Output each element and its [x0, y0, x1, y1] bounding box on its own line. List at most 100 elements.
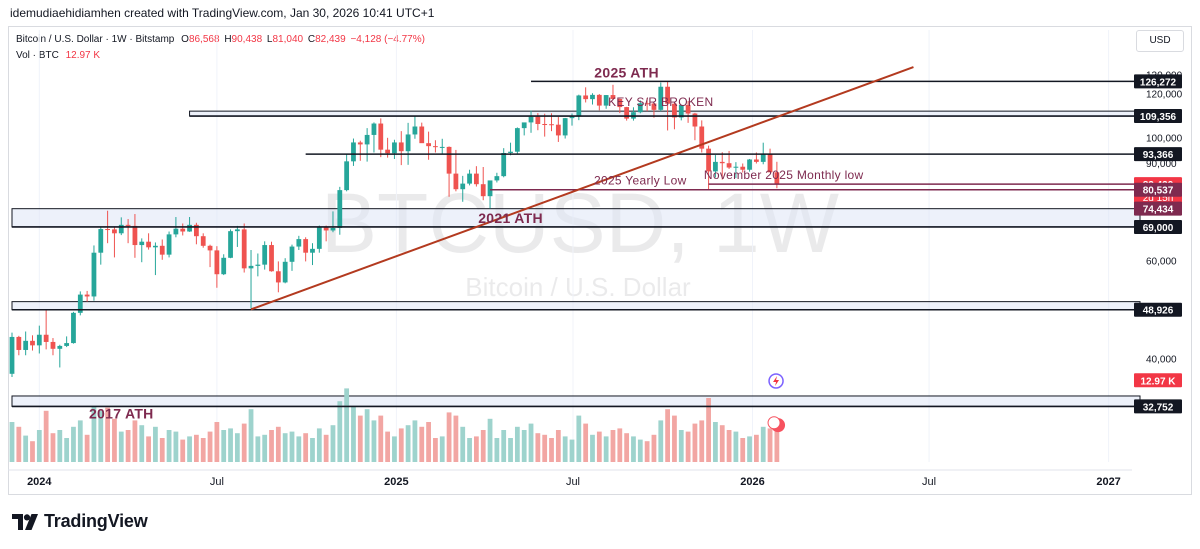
candle-body: [658, 86, 664, 110]
candle-body: [487, 180, 493, 197]
candle-body: [412, 126, 418, 135]
volume-bar: [439, 436, 445, 462]
volume-bar: [555, 430, 561, 462]
candle-body: [64, 343, 70, 346]
time-tick-label: Jul: [210, 476, 224, 488]
candle-body: [91, 252, 97, 297]
price-badge: [1134, 109, 1182, 124]
candle-body: [50, 341, 56, 349]
volume-bar: [535, 433, 541, 462]
annotations: 2025 ATH KEY S/R BROKEN November 2025 Mont…: [89, 64, 864, 421]
candle-body: [706, 148, 711, 172]
volume-bar: [200, 438, 206, 462]
candle-body: [132, 225, 138, 246]
candle-body: [194, 224, 199, 237]
candle-body: [542, 123, 548, 125]
volume-bar: [460, 426, 466, 462]
volume-legend[interactable]: Vol · BTC 12.97 K: [16, 50, 100, 61]
candle-body: [357, 142, 363, 145]
price-badge: [1134, 201, 1182, 216]
symbol-name[interactable]: Bitcoin / U.S. Dollar · 1W · Bitstamp: [16, 34, 175, 45]
candle-body: [685, 104, 691, 114]
level-annotation: 2025 Yearly Low: [594, 174, 687, 188]
volume-bar: [453, 415, 459, 462]
candle-body: [23, 340, 29, 350]
volume-bar: [398, 428, 404, 462]
candle-body: [105, 229, 110, 231]
price-tick-label: 90,000: [1146, 159, 1177, 170]
time-tick-label: Jul: [566, 476, 580, 488]
volume-bar: [562, 436, 568, 462]
price-tick-label: 120,000: [1146, 90, 1183, 101]
price-badge: [1134, 219, 1182, 234]
candle-body: [398, 142, 404, 152]
volume-bar: [624, 433, 630, 462]
candle-body: [118, 224, 124, 234]
countdown-badge-label: 2d 15h: [1143, 193, 1174, 204]
volume-bar: [282, 433, 288, 462]
candle-body: [446, 146, 452, 174]
candle-body: [590, 94, 595, 100]
tradingview-logo[interactable]: TradingView: [12, 511, 148, 532]
volume-bar: [146, 436, 151, 462]
candle-body: [733, 166, 739, 168]
candle-body: [125, 224, 131, 226]
volume-bar: [426, 422, 431, 462]
volume-bar: [112, 418, 117, 462]
candle-body: [84, 294, 90, 297]
volume-bar: [262, 434, 268, 462]
tradingview-logo-text: TradingView: [44, 511, 148, 531]
candle-body: [234, 229, 240, 232]
price-badge-label: 93,366: [1143, 150, 1174, 161]
level-annotation: November 2025 Monthly low: [704, 168, 864, 182]
volume-bar: [125, 430, 131, 462]
volume-bar: [269, 430, 274, 462]
candle-body: [262, 245, 268, 265]
candle-body: [474, 173, 479, 185]
volume-bar: [514, 426, 520, 462]
sr-zone: [11, 301, 1141, 311]
volume-bar: [180, 439, 186, 462]
volume-bar: [637, 439, 643, 462]
candle-body: [747, 159, 752, 170]
candle-body: [316, 227, 322, 249]
candle-body: [467, 173, 472, 184]
volume-bar: [494, 438, 500, 462]
volume-bar: [692, 423, 698, 462]
candle-body: [180, 228, 186, 232]
volume-bar: [36, 430, 42, 462]
time-axis: 2024Jul2025Jul2026Jul2027Jul: [8, 469, 1132, 488]
candle-body: [173, 228, 179, 235]
volume-label[interactable]: Vol · BTC: [16, 50, 59, 61]
candle-body: [754, 159, 759, 162]
candle-body: [439, 146, 445, 148]
volume-bar: [719, 425, 725, 462]
candle-body: [385, 149, 390, 154]
volume-bar: [760, 426, 766, 462]
candle-body: [221, 257, 227, 275]
price-badge: [1134, 182, 1182, 197]
candle-body: [77, 294, 83, 313]
candle-body: [9, 336, 15, 374]
volume-bar: [364, 409, 370, 462]
candle-body: [98, 229, 104, 253]
candle-body: [296, 239, 302, 247]
volume-bar: [508, 438, 513, 462]
candle-body: [596, 94, 602, 106]
candle-body: [351, 142, 356, 162]
candle-body: [139, 241, 145, 246]
volume-bar: [98, 410, 104, 462]
candle-body: [433, 146, 438, 148]
high-value: 90,438: [231, 34, 263, 45]
candle-body: [392, 142, 397, 154]
volume-bar: [474, 436, 479, 462]
candle-body: [344, 161, 350, 191]
symbol-legend[interactable]: Bitcoin / U.S. Dollar · 1W · Bitstamp O8…: [16, 34, 425, 45]
volume-bar: [228, 428, 233, 462]
candle-body: [371, 123, 377, 135]
level-annotation: 2021 ATH: [478, 210, 543, 226]
sr-zone: [11, 208, 1141, 228]
currency-button[interactable]: USD: [1136, 30, 1184, 52]
